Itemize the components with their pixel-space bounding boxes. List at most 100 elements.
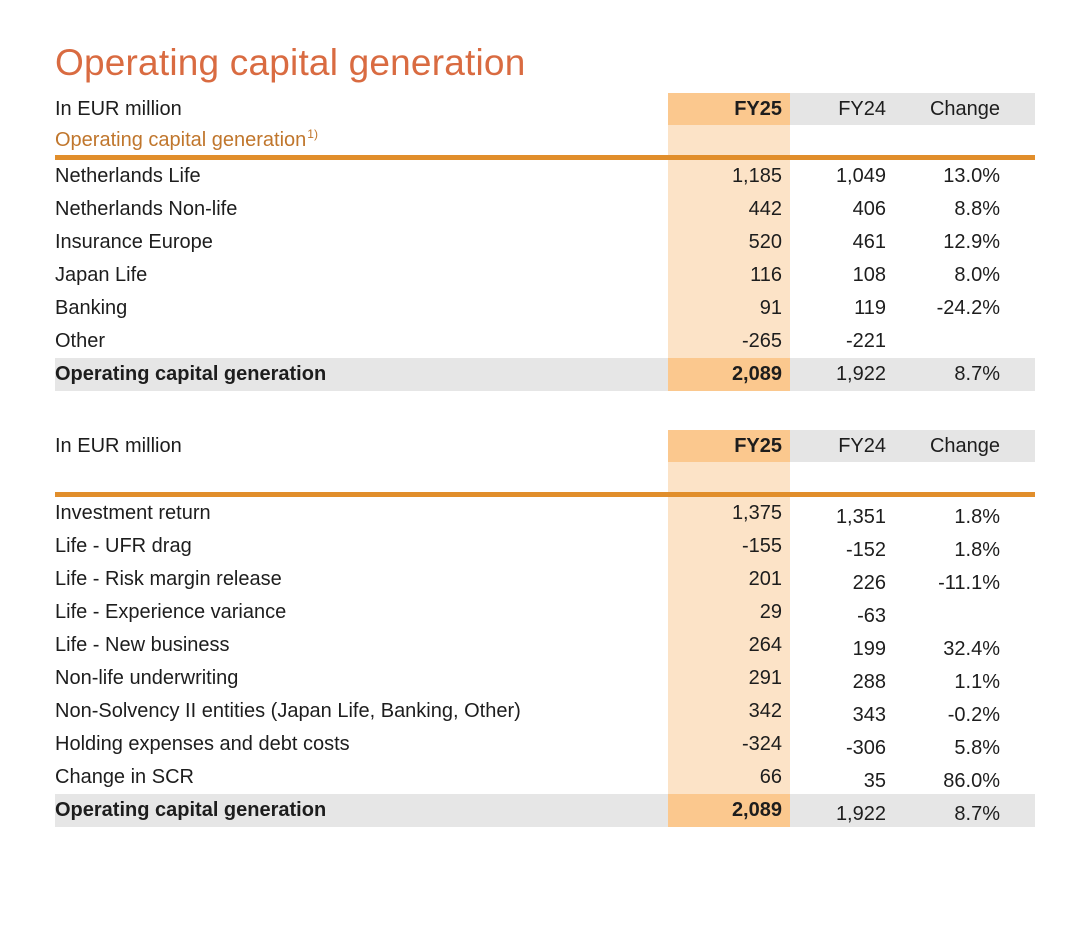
row-fy24-value: 119 <box>854 297 886 319</box>
table2-spacer-change <box>895 462 1035 492</box>
row-fy25-value: 116 <box>668 259 790 292</box>
row-label: Non-life underwriting <box>55 667 239 689</box>
page-title: Operating capital generation <box>55 42 526 83</box>
row-fy25-value: 91 <box>668 292 790 325</box>
table-row: Netherlands Non-life 442 406 8.8% <box>55 193 1035 226</box>
table-row: Non-Solvency II entities (Japan Life, Ba… <box>55 695 1035 728</box>
row-fy25-value: -265 <box>668 325 790 358</box>
row-fy25-value: 1,185 <box>668 160 790 193</box>
row-label: Netherlands Life <box>55 165 201 187</box>
row-fy24-value: -221 <box>845 330 886 352</box>
table-row: Change in SCR 66 35 86.0% <box>55 761 1035 794</box>
table2-total-label: Operating capital generation <box>55 799 327 821</box>
row-fy24-value: -306 <box>845 737 886 759</box>
table2-spacer-fy25 <box>668 462 790 492</box>
row-change-value: 8.0% <box>954 264 1000 286</box>
row-label: Life - New business <box>55 634 230 656</box>
table-row: Life - Experience variance 29 -63 <box>55 596 1035 629</box>
row-fy24-value: -152 <box>845 539 886 561</box>
row-label: Banking <box>55 297 128 319</box>
row-label: Insurance Europe <box>55 231 213 253</box>
table1-subtitle-change-spacer <box>895 125 1035 155</box>
table-row: Life - Risk margin release 201 226 -11.1… <box>55 563 1035 596</box>
row-label: Netherlands Non-life <box>55 198 238 220</box>
row-fy25-value: 201 <box>668 563 790 596</box>
table1-total-fy25: 2,089 <box>668 358 790 391</box>
table2-unit-label: In EUR million <box>55 434 182 457</box>
table2-total-fy24: 1,922 <box>835 803 886 825</box>
table-row: Non-life underwriting 291 288 1.1% <box>55 662 1035 695</box>
row-fy25-value: 342 <box>668 695 790 728</box>
table1-divider-rule <box>55 155 1035 160</box>
table-row: Life - UFR drag -155 -152 1.8% <box>55 530 1035 563</box>
row-label: Life - Experience variance <box>55 601 287 623</box>
row-fy24-value: 35 <box>863 770 886 792</box>
row-fy24-value: 108 <box>852 264 886 286</box>
table1-header-row: In EUR million FY25 FY24 Change <box>55 93 1035 125</box>
table1-subtitle-fy25-spacer <box>668 125 790 155</box>
row-fy24-value: 343 <box>852 704 886 726</box>
row-change-value: 86.0% <box>943 770 1000 792</box>
row-change-value: 32.4% <box>943 638 1000 660</box>
table-gap <box>55 391 1035 430</box>
ocg-by-driver-table: In EUR million FY25 FY24 Change Investme… <box>55 430 1035 827</box>
table-row: Insurance Europe 520 461 12.9% <box>55 226 1035 259</box>
slide-content: Operating capital generation In EUR mill… <box>55 0 1035 827</box>
row-fy25-value: 1,375 <box>668 497 790 530</box>
table2-total-change: 8.7% <box>954 803 1000 825</box>
table1-column-header-fy25: FY25 <box>668 93 790 125</box>
table1-subtitle-fy24-spacer <box>790 125 895 155</box>
row-label: Change in SCR <box>55 766 194 788</box>
row-change-value: 12.9% <box>943 231 1000 253</box>
row-change-value <box>895 596 1035 629</box>
table-row: Netherlands Life 1,185 1,049 13.0% <box>55 160 1035 193</box>
table1-body: Netherlands Life 1,185 1,049 13.0% Nethe… <box>55 160 1035 358</box>
row-fy24-value: 288 <box>852 671 886 693</box>
table-row: Banking 91 119 -24.2% <box>55 292 1035 325</box>
row-change-value: 5.8% <box>954 737 1000 759</box>
table2-total-row: Operating capital generation 2,089 1,922… <box>55 794 1035 827</box>
table2-header-row: In EUR million FY25 FY24 Change <box>55 430 1035 462</box>
table-row: Holding expenses and debt costs -324 -30… <box>55 728 1035 761</box>
table1-column-header-change: Change <box>895 93 1035 125</box>
table2-spacer-row <box>55 462 1035 492</box>
row-fy24-value: 226 <box>852 572 886 594</box>
row-fy25-value: 520 <box>668 226 790 259</box>
table-row: Japan Life 116 108 8.0% <box>55 259 1035 292</box>
row-fy25-value: -155 <box>668 530 790 563</box>
row-label: Non-Solvency II entities (Japan Life, Ba… <box>55 700 521 722</box>
row-label: Other <box>55 330 106 352</box>
row-fy25-value: 29 <box>668 596 790 629</box>
table-row: Other -265 -221 <box>55 325 1035 358</box>
row-fy24-value: 1,351 <box>835 506 886 528</box>
row-label: Life - UFR drag <box>55 535 192 557</box>
table1-total-row: Operating capital generation 2,089 1,922… <box>55 358 1035 391</box>
row-change-value: -0.2% <box>947 704 1000 726</box>
table2-divider-rule <box>55 492 1035 497</box>
row-change-value: 1.1% <box>954 671 1000 693</box>
ocg-by-segment-table: In EUR million FY25 FY24 Change Operatin… <box>55 93 1035 391</box>
table2-total-fy25: 2,089 <box>668 794 790 827</box>
table1-subtitle-text: Operating capital generation <box>55 128 307 151</box>
row-fy24-value: -63 <box>857 605 886 627</box>
row-fy25-value: 291 <box>668 662 790 695</box>
row-change-value <box>895 325 1035 358</box>
table1-subtitle-row: Operating capital generation 1) <box>55 125 1035 155</box>
row-label: Holding expenses and debt costs <box>55 733 350 755</box>
row-fy25-value: 66 <box>668 761 790 794</box>
row-change-value: -11.1% <box>938 572 1000 594</box>
row-fy24-value: 1,049 <box>835 165 886 187</box>
row-change-value: 1.8% <box>954 506 1000 528</box>
row-change-value: 13.0% <box>943 165 1000 187</box>
row-fy25-value: -324 <box>668 728 790 761</box>
table1-unit-label: In EUR million <box>55 97 182 120</box>
row-fy25-value: 264 <box>668 629 790 662</box>
row-label: Life - Risk margin release <box>55 568 282 590</box>
row-fy24-value: 461 <box>852 231 886 253</box>
table2-body: Investment return 1,375 1,351 1.8% Life … <box>55 497 1035 794</box>
row-fy24-value: 406 <box>852 198 886 220</box>
table1-total-fy24: 1,922 <box>835 363 886 385</box>
row-change-value: 1.8% <box>954 539 1000 561</box>
table1-column-header-fy24: FY24 <box>790 93 895 125</box>
